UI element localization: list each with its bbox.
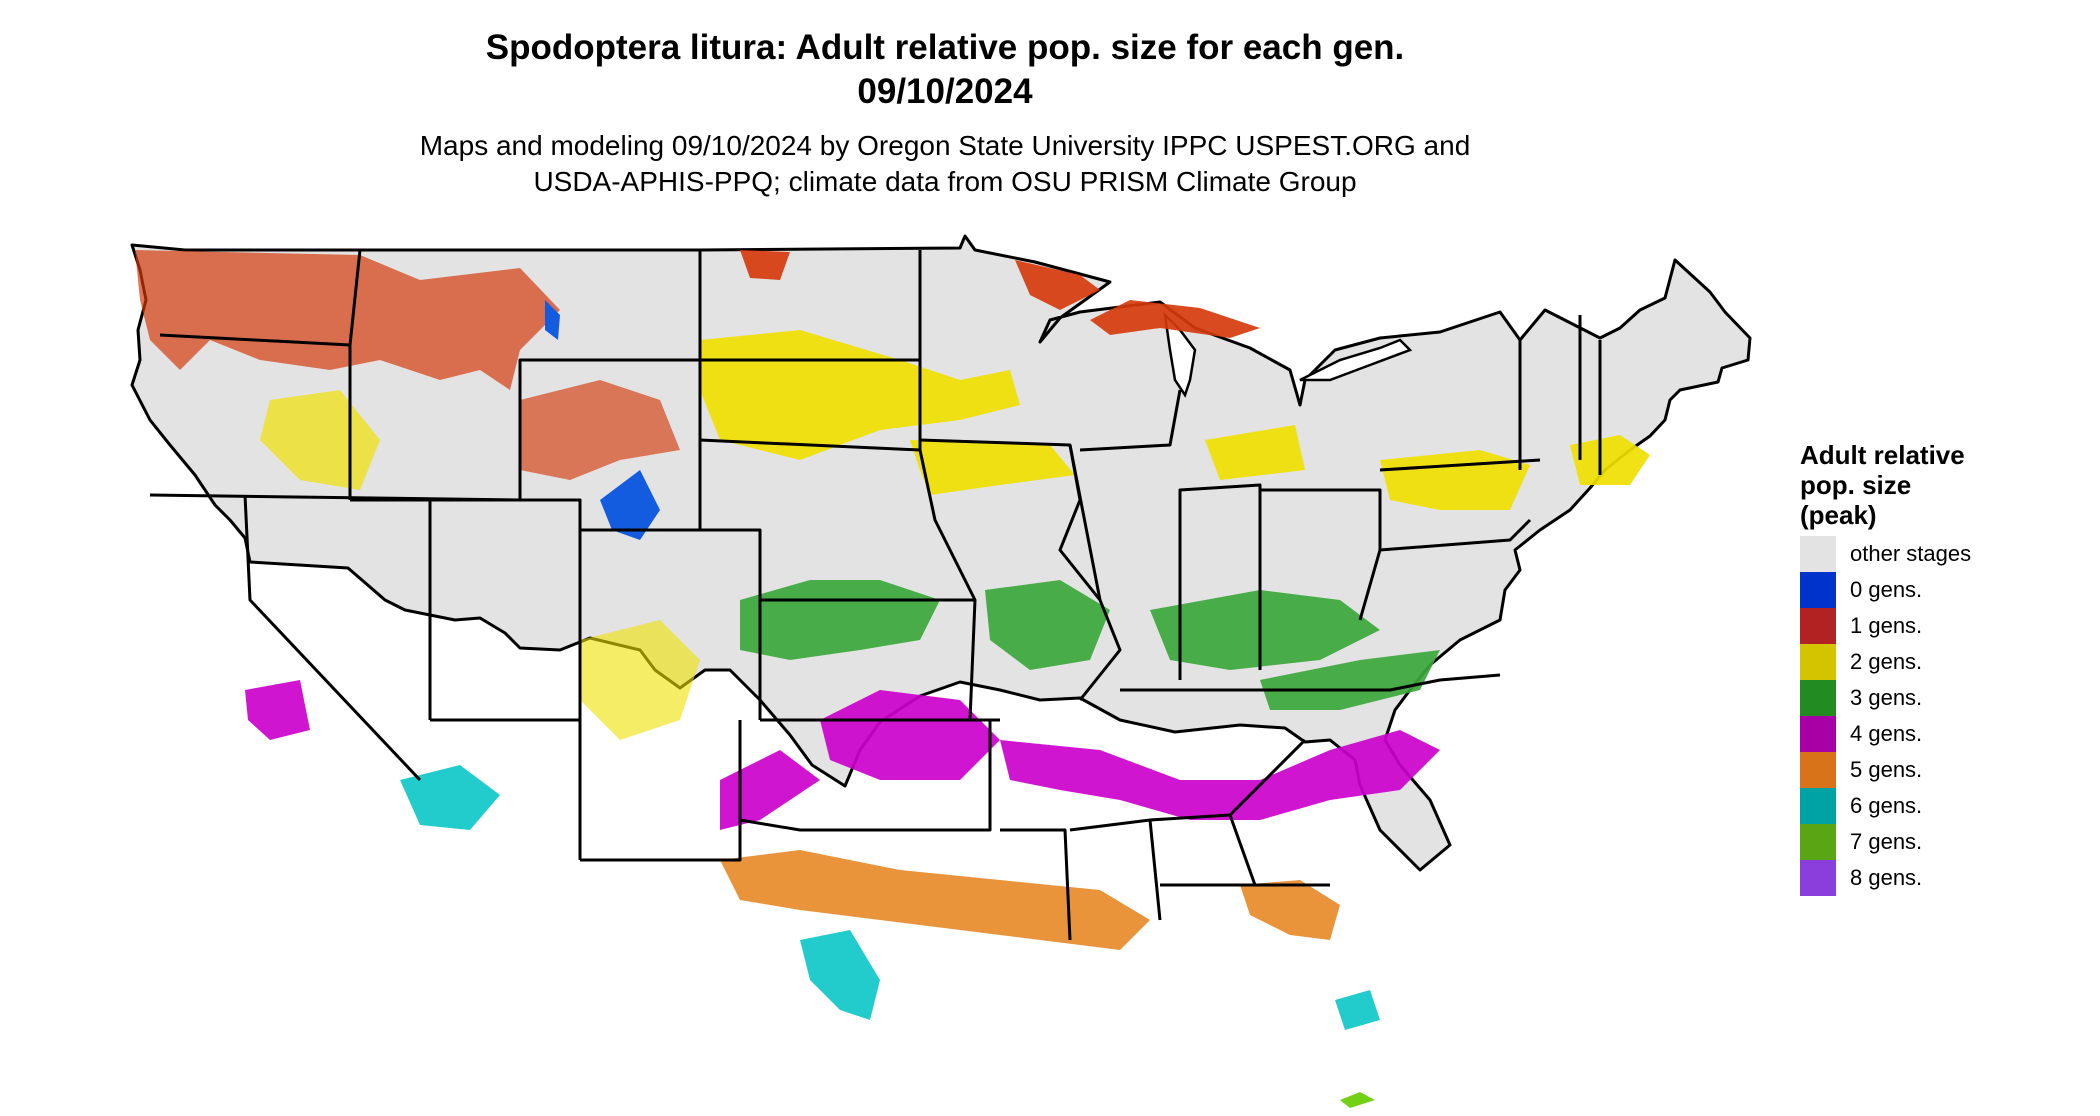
legend-label: 5 gens.: [1850, 757, 1923, 782]
map-credit-line-2: USDA-APHIS-PPQ; climate data from OSU PR…: [533, 166, 1357, 197]
zone-2-gen-new-york: [1380, 450, 1530, 510]
legend-item: 0 gens.: [1800, 572, 1971, 608]
zone-4-gen-california: [245, 680, 310, 740]
legend-swatch: [1800, 860, 1836, 896]
legend-swatch: [1800, 752, 1836, 788]
legend-swatch: [1800, 680, 1836, 716]
map-title: Spodoptera litura: Adult relative pop. s…: [485, 28, 1405, 67]
legend-label: 3 gens.: [1850, 685, 1923, 710]
legend-swatch: [1800, 824, 1836, 860]
legend-items: other stages 0 gens. 1 gens. 2 gens. 3 g…: [1800, 536, 1971, 896]
zone-1-gen-montana: [740, 250, 790, 280]
zone-1-gen-upper-michigan: [1090, 300, 1260, 338]
zone-2-gen-iowa: [910, 440, 1075, 495]
zone-5-gen-north-florida: [1240, 880, 1340, 940]
legend-title: Adult relative pop. size (peak): [1800, 440, 1965, 530]
legend-swatch: [1800, 572, 1836, 608]
legend-label: 4 gens.: [1850, 721, 1923, 746]
zone-6-gen-south-florida: [1335, 990, 1380, 1030]
legend-item: 3 gens.: [1800, 680, 1971, 716]
zone-0-gen-rockies-north: [545, 300, 560, 340]
zone-4-gen-south: [1000, 730, 1440, 820]
zone-1-gen-northwest: [135, 250, 560, 390]
lake-michigan: [1163, 311, 1197, 398]
zone-3-gen-missouri: [985, 580, 1110, 670]
legend-label: 8 gens.: [1850, 865, 1923, 890]
map-date: 09/10/2024: [857, 72, 1033, 111]
legend-label: other stages: [1850, 541, 1972, 566]
zone-1-gen-wyoming: [520, 380, 680, 480]
zone-3-gen-ohio-valley: [1150, 590, 1380, 670]
legend-label: 2 gens.: [1850, 649, 1923, 674]
legend-label: 7 gens.: [1850, 829, 1923, 854]
legend-label: 0 gens.: [1850, 577, 1923, 602]
zone-4-gen-texas: [720, 750, 820, 830]
legend-item: other stages: [1800, 536, 1971, 572]
zone-2-gen-new-mexico: [580, 620, 700, 740]
legend-item: 2 gens.: [1800, 644, 1971, 680]
legend: Adult relative pop. size (peak) other st…: [1800, 440, 1971, 896]
zone-2-gen-plains-north: [700, 330, 1020, 460]
zone-6-gen-arizona: [400, 765, 500, 830]
legend-item: 8 gens.: [1800, 860, 1971, 896]
legend-label: 6 gens.: [1850, 793, 1923, 818]
zone-5-gen-gulf-coast: [720, 850, 1150, 950]
legend-item: 7 gens.: [1800, 824, 1971, 860]
zone-6-gen-south-texas: [800, 930, 880, 1020]
zone-7-gen-keys: [1340, 1092, 1375, 1108]
legend-item: 6 gens.: [1800, 788, 1971, 824]
legend-swatch: [1800, 536, 1836, 572]
zone-4-gen-arkansas: [820, 690, 1000, 780]
zone-3-gen-appalachia: [1260, 650, 1440, 710]
zone-2-gen-new-england: [1570, 435, 1650, 485]
zone-0-gen-colorado: [600, 470, 660, 540]
legend-item: 1 gens.: [1800, 608, 1971, 644]
legend-item: 5 gens.: [1800, 752, 1971, 788]
state-borders: [149, 249, 1602, 941]
zone-2-gen-michigan: [1205, 425, 1305, 480]
lake-erie: [1299, 338, 1413, 382]
legend-swatch: [1800, 788, 1836, 824]
legend-swatch: [1800, 644, 1836, 680]
legend-label: 1 gens.: [1850, 613, 1923, 638]
zone-1-gen-minnesota: [1015, 260, 1100, 310]
map-credit-line-1: Maps and modeling 09/10/2024 by Oregon S…: [419, 130, 1471, 161]
legend-item: 4 gens.: [1800, 716, 1971, 752]
legend-swatch: [1800, 716, 1836, 752]
us-generation-map: [130, 234, 1752, 1108]
legend-swatch: [1800, 608, 1836, 644]
